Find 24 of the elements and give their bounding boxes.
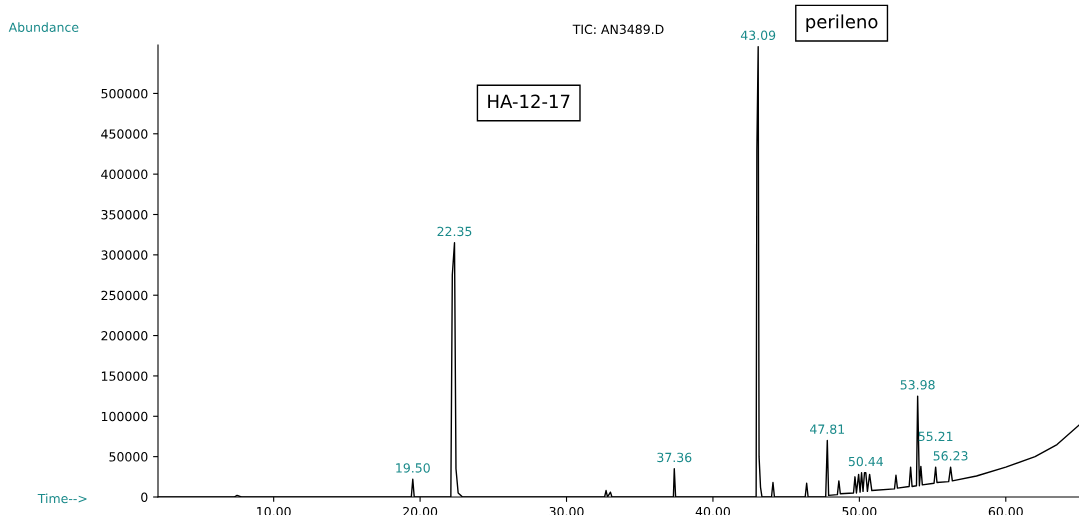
y-tick-label: 100000 [101,411,148,422]
annotation: 50.44 [848,456,883,467]
y-tick-label: 50000 [109,452,148,462]
y-tick-label: 150000 [101,371,148,381]
y-tick-label: 450000 [101,129,148,139]
annotation: 37.36 [657,452,692,463]
y-tick-label: 500000 [101,88,148,99]
annotation: 53.98 [900,380,935,390]
y-tick-label: 0 [141,492,148,502]
y-tick-label: 400000 [101,169,148,180]
annotation: 47.81 [810,424,845,434]
y-tick-label: 300000 [101,250,148,260]
annotation: 22.35 [437,226,472,237]
y-tick-label: 350000 [101,209,148,220]
x-axis-title: Time--> [37,493,87,504]
annotation: 56.23 [933,451,968,461]
annotation: 19.50 [396,463,430,473]
annotation: HA-12-17 [488,94,570,108]
text: perileno [806,14,878,32]
chart-title: TIC: AN3489.D [572,24,664,35]
annotation: 43.09 [740,30,776,41]
y-tick-label: 250000 [101,290,148,301]
y-tick-label: 200000 [101,331,148,341]
y-axis-title: Abundance [8,22,79,32]
